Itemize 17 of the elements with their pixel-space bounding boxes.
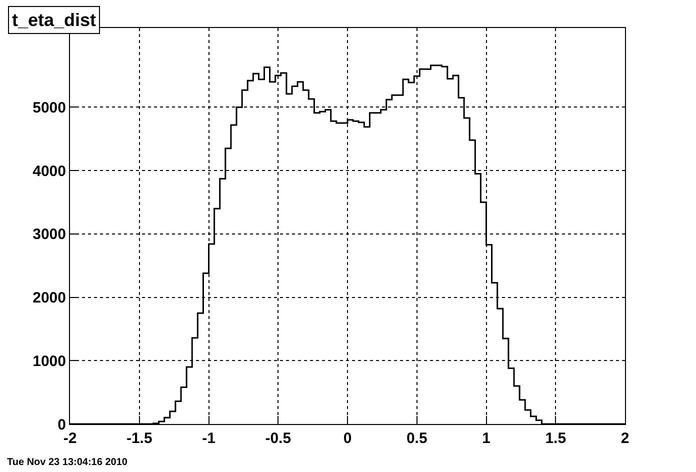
y-tick-label: 4000 xyxy=(32,162,66,180)
chart-title: t_eta_dist xyxy=(12,10,96,30)
y-tick-label: 5000 xyxy=(32,99,66,116)
x-tick-label: 1 xyxy=(482,430,490,447)
text: Tue Nov 23 13:04:16 2010 xyxy=(7,457,128,468)
y-tick-label: 0 xyxy=(58,416,66,434)
y-tick-label: 2000 xyxy=(32,290,66,307)
y-tick-label: 3000 xyxy=(32,226,66,244)
x-tick-label: 1.5 xyxy=(545,430,566,447)
x-tick-label: 0.5 xyxy=(406,430,428,447)
x-tick-label: 2 xyxy=(620,430,630,447)
x-tick-label: 0 xyxy=(343,430,352,447)
x-tick-label: -2 xyxy=(63,430,77,447)
x-tick-label: -1 xyxy=(202,430,216,447)
x-tick-label: -0.5 xyxy=(265,430,292,447)
x-tick-label: -1.5 xyxy=(126,430,152,447)
y-tick-label: 1000 xyxy=(32,352,66,370)
